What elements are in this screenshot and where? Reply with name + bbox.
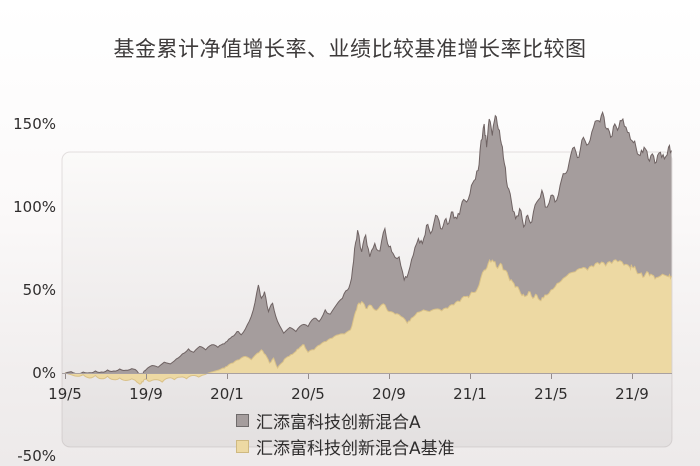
x-axis-label: 20/9	[372, 385, 406, 403]
x-axis-label: 21/9	[615, 385, 649, 403]
x-axis-label: 19/9	[129, 385, 163, 403]
y-axis-label: 150%	[13, 115, 56, 133]
chart-title: 基金累计净值增长率、业绩比较基准增长率比较图	[113, 37, 587, 61]
legend-swatch-fund	[236, 413, 249, 427]
legend-item-fund: 汇添富科技创新混合A	[236, 409, 455, 433]
x-axis-label: 20/1	[210, 385, 244, 403]
chart-legend: 汇添富科技创新混合A 汇添富科技创新混合A基准	[236, 409, 455, 461]
x-axis-label: 21/1	[453, 385, 487, 403]
y-axis-label: 50%	[22, 281, 56, 299]
y-axis-label: 0%	[32, 364, 56, 382]
y-axis-label: -50%	[17, 447, 56, 465]
x-axis-label: 19/5	[48, 385, 82, 403]
legend-swatch-benchmark	[236, 439, 249, 453]
x-axis-label: 21/5	[534, 385, 568, 403]
y-axis-label: 100%	[13, 198, 56, 216]
legend-label-benchmark: 汇添富科技创新混合A基准	[256, 438, 455, 459]
legend-item-benchmark: 汇添富科技创新混合A基准	[236, 435, 455, 459]
legend-label-fund: 汇添富科技创新混合A	[256, 412, 421, 433]
x-axis-label: 20/5	[291, 385, 325, 403]
